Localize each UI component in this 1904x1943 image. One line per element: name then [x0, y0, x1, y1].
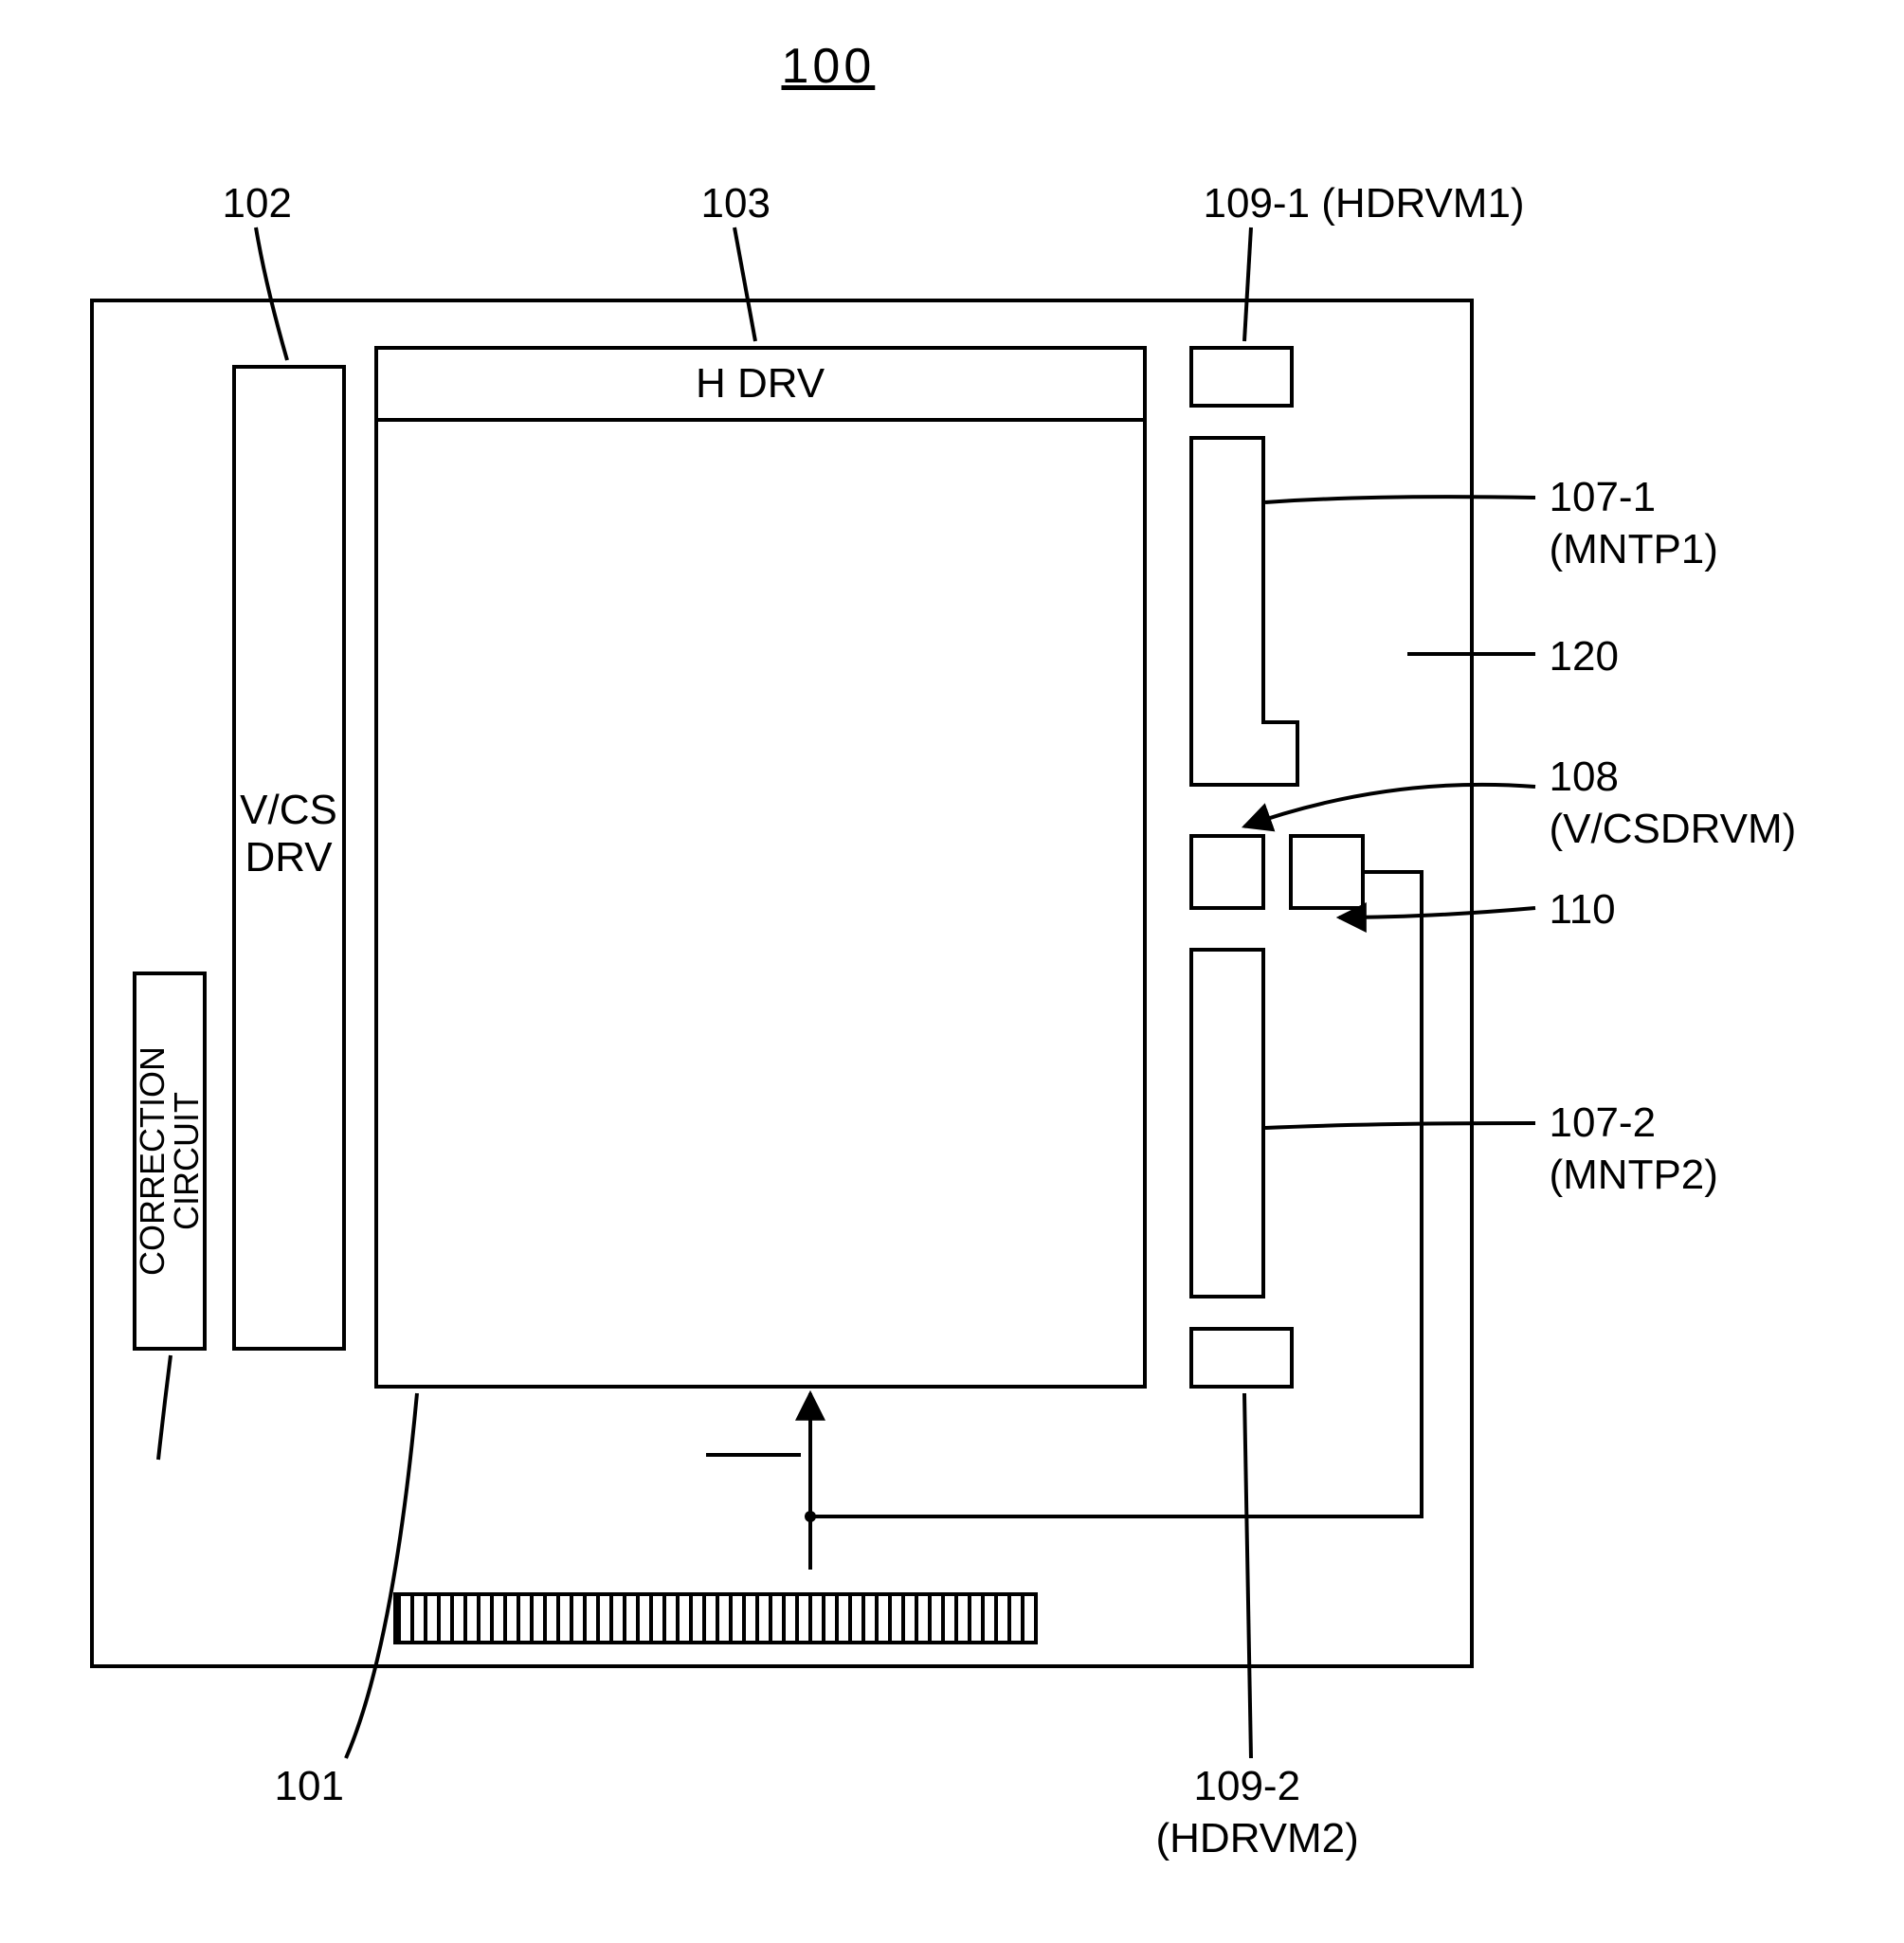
ref-108-name: (V/CSDRVM) [1550, 806, 1797, 853]
ref-109-2-name: (HDRVM2) [1156, 1815, 1359, 1862]
ref-110: 110 [1550, 886, 1616, 934]
ref-109-1: 109-1 (HDRVM1) [1204, 180, 1525, 227]
correction-text-2: CIRCUIT [170, 995, 204, 1327]
correction-text-1: CORRECTION [136, 995, 170, 1327]
block-diagram: 100 102 103 109-1 (HDRVM1) 107-1 (MNTP1)… [43, 38, 1862, 1905]
ref-109-2-num: 109-2 [1194, 1763, 1301, 1810]
hdrv-block: H DRV [374, 346, 1147, 422]
block-110 [1289, 834, 1365, 910]
notch-107-1 [1261, 720, 1299, 787]
ref-108-num: 108 [1550, 754, 1619, 801]
ref-101: 101 [275, 1763, 344, 1810]
vcsdrv-text-1: V/CS [240, 787, 338, 834]
block-108 [1189, 834, 1265, 910]
ref-120: 120 [1550, 633, 1619, 681]
vcsdrv-text-2: DRV [240, 834, 338, 881]
block-109-1 [1189, 346, 1294, 408]
block-109-2 [1189, 1327, 1294, 1389]
figure-title: 100 [782, 38, 876, 95]
ref-107-1-num: 107-1 [1550, 474, 1657, 521]
ref-102: 102 [223, 180, 292, 227]
display-area [374, 346, 1147, 1389]
block-107-2 [1189, 948, 1265, 1298]
ref-107-1-name: (MNTP1) [1550, 526, 1718, 573]
ref-107-2-num: 107-2 [1550, 1099, 1657, 1147]
block-107-1 [1189, 436, 1265, 787]
connector-hatch [397, 1596, 1034, 1641]
ref-103: 103 [701, 180, 771, 227]
ref-107-2-name: (MNTP2) [1550, 1152, 1718, 1199]
